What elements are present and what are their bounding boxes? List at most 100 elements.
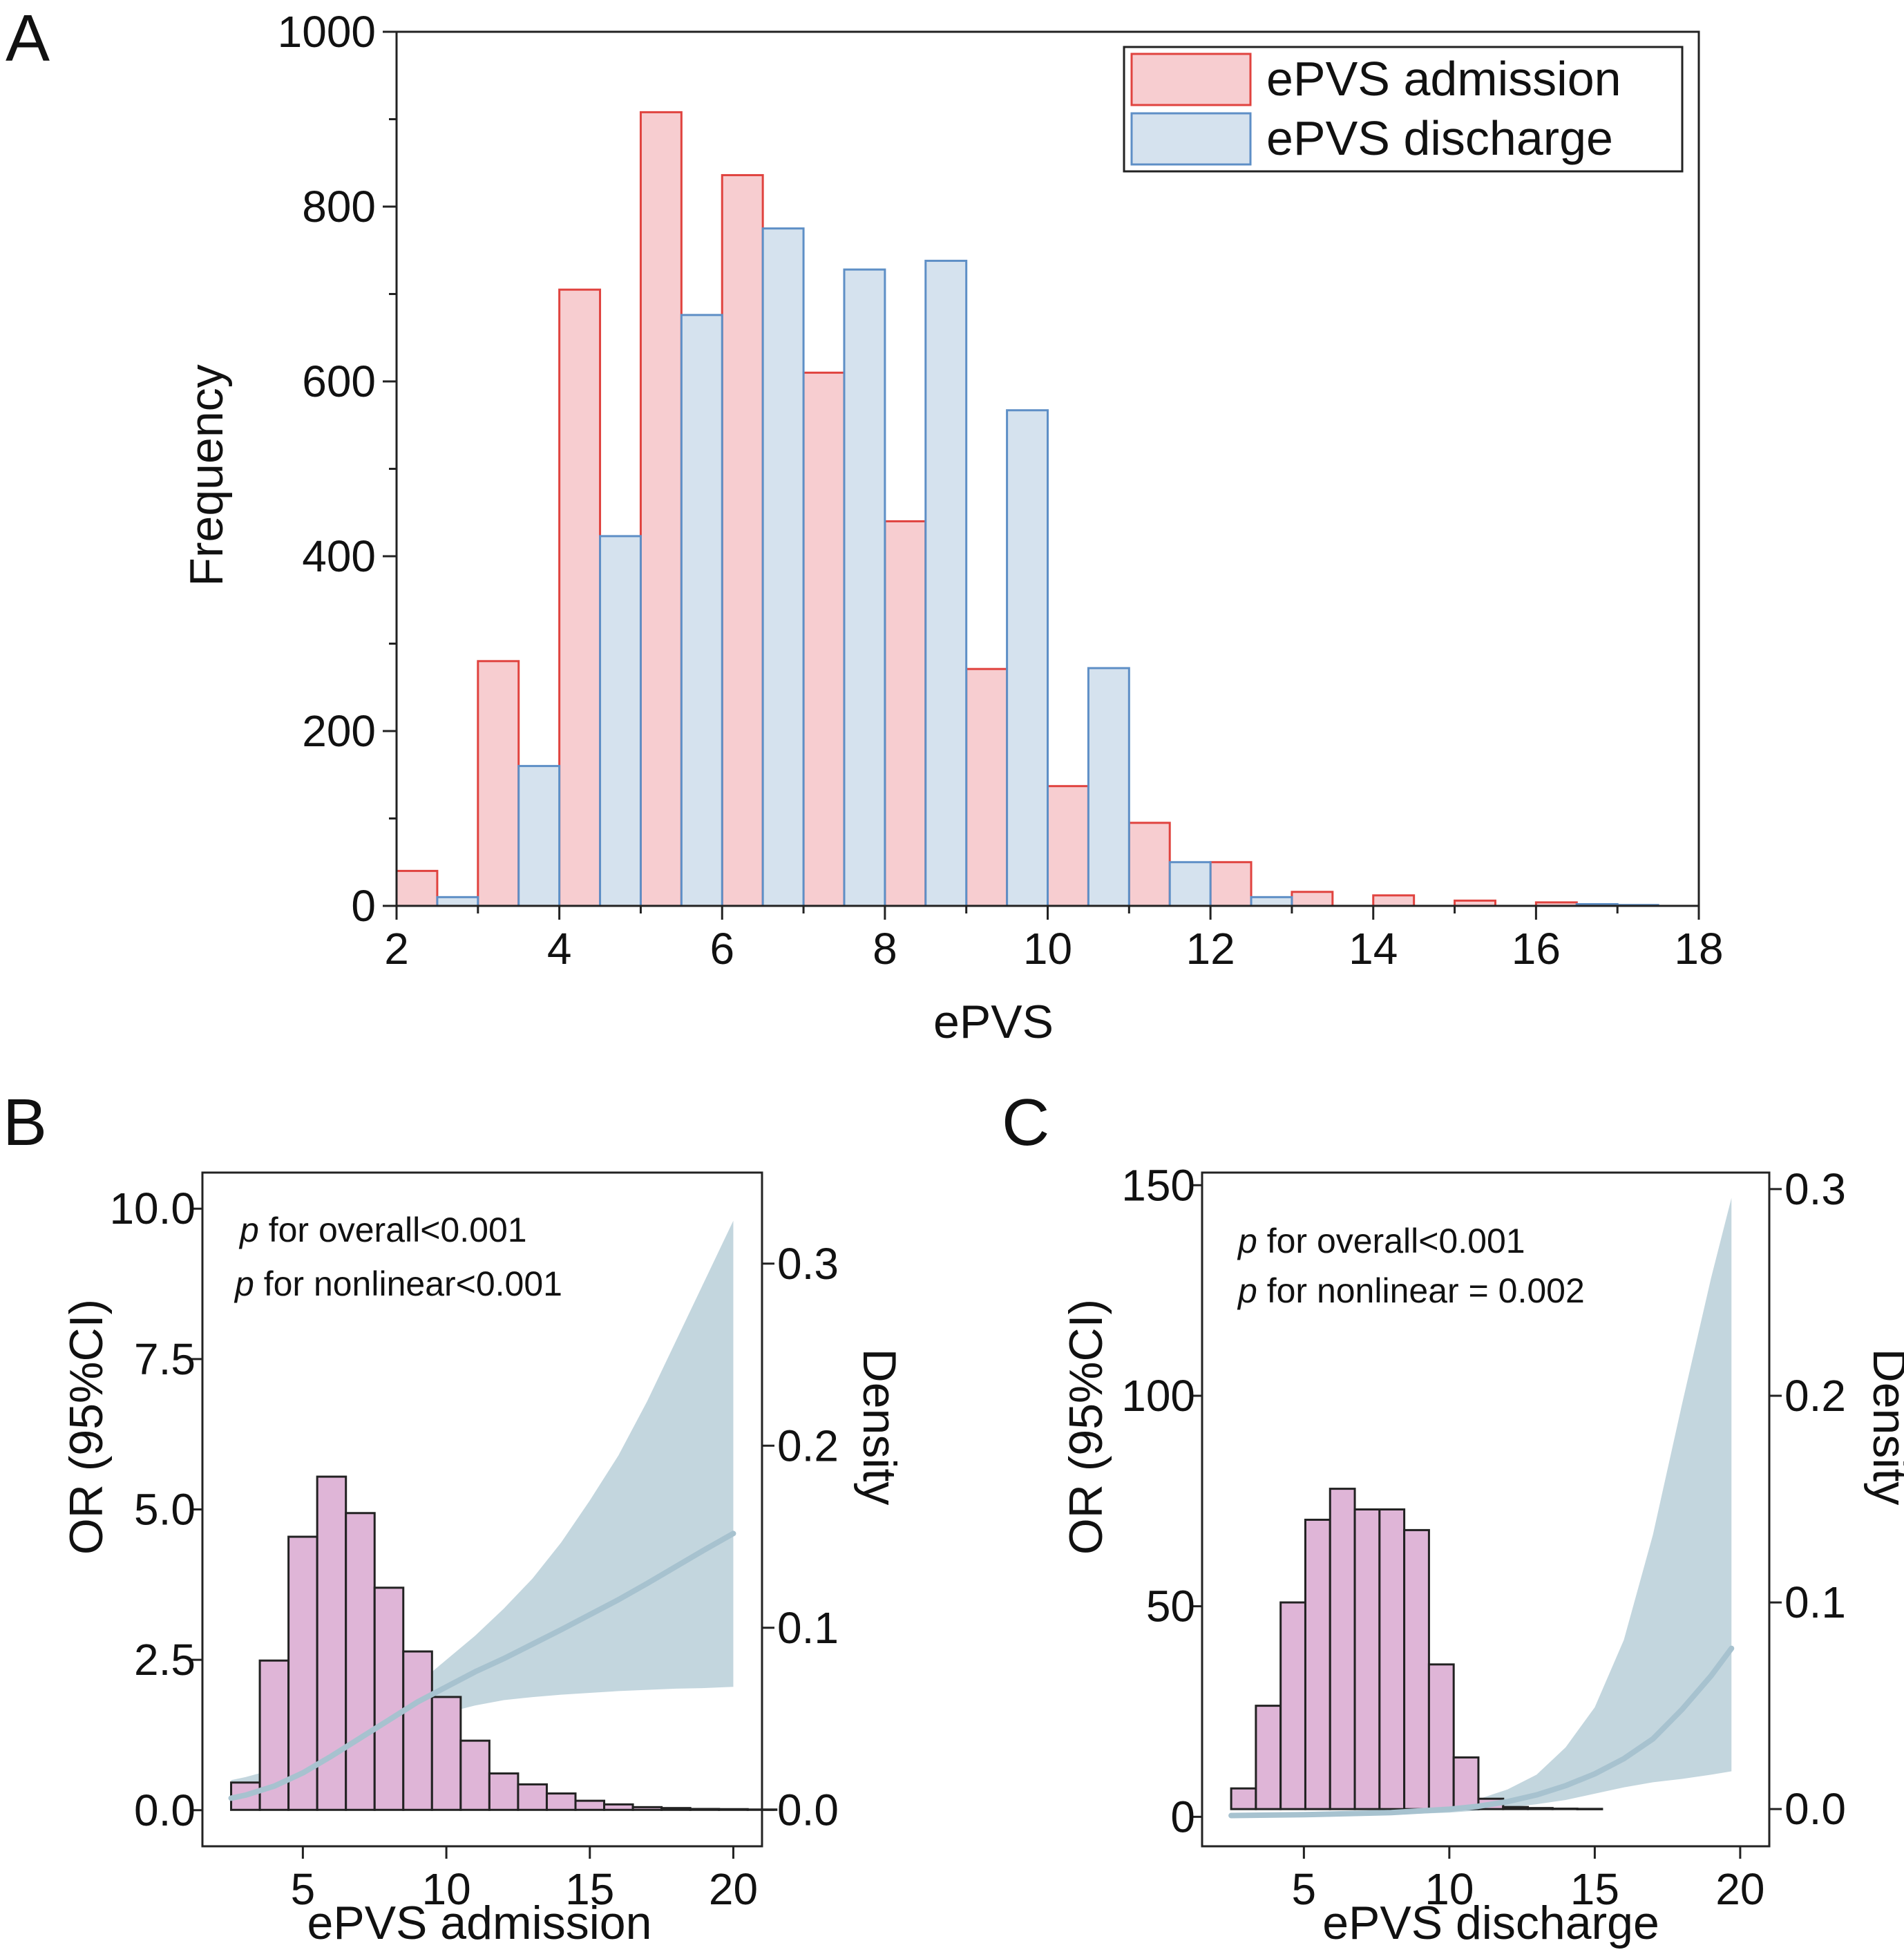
- y-tick-label-3: 600: [302, 357, 376, 406]
- panel-b-density-bar-17: [718, 1808, 749, 1811]
- panel-c-y2-tick-label-1: 0.1: [1784, 1577, 1846, 1627]
- panel-c-density-bar-3: [1304, 1518, 1331, 1810]
- panel-c-y-tick-label-0: 0: [1170, 1792, 1195, 1841]
- panel-b-density-bar-9: [488, 1772, 520, 1811]
- panel-c-density-bar-0: [1230, 1787, 1257, 1810]
- panel-b-density-bar-13: [603, 1803, 634, 1811]
- panel-c-y2label: Density: [1863, 1349, 1904, 1506]
- panel-b-y-tick-label-4: 10.0: [109, 1184, 196, 1233]
- x-tick-label-2: 6: [710, 924, 734, 974]
- panel-b-density-bar-7: [430, 1696, 462, 1811]
- bar-discharge-5: [843, 268, 886, 907]
- panel-b-x-tick-label-1: 10: [421, 1864, 470, 1914]
- panel-b-density-bar-16: [689, 1808, 721, 1811]
- bar-discharge-0: [436, 896, 479, 907]
- bar-admission-11: [1291, 891, 1334, 907]
- bar-admission-0: [395, 869, 439, 907]
- panel-b-annotation-overall: p for overall<0.001: [238, 1211, 527, 1249]
- panel-b-x-tick-label-2: 15: [565, 1864, 614, 1914]
- panel-b-y-tick-label-1: 2.5: [134, 1635, 196, 1685]
- panel-c-y2-tick-label-3: 0.3: [1784, 1164, 1846, 1214]
- x-tick-label-3: 8: [873, 924, 897, 974]
- panel-b-y2-tick-label-0: 0.0: [777, 1785, 839, 1835]
- panel-b-density-bar-8: [459, 1739, 491, 1811]
- panel-a-ylabel: Frequency: [180, 364, 233, 586]
- x-tick-label-0: 2: [384, 924, 409, 974]
- panel-c-y-tick-label-2: 100: [1121, 1371, 1195, 1421]
- annot-c2-text: for nonlinear = 0.002: [1257, 1271, 1585, 1310]
- bar-discharge-1: [517, 765, 561, 907]
- y-tick-label-4: 800: [302, 182, 376, 231]
- panel-c-density-bar-14: [1576, 1808, 1603, 1810]
- panel-b-y-tick-label-3: 7.5: [134, 1334, 196, 1384]
- bar-admission-1: [477, 660, 520, 907]
- panel-b-or-curve: [228, 1531, 736, 1801]
- panel-c-x-tick-label-1: 10: [1425, 1864, 1474, 1914]
- bar-admission-4: [721, 173, 764, 907]
- bar-discharge-6: [924, 259, 968, 907]
- bar-discharge-3: [680, 314, 723, 907]
- bar-discharge-10: [1250, 896, 1293, 907]
- panel-b-y-tick-label-0: 0.0: [134, 1785, 196, 1835]
- panel-b-annotation-nonlinear: p for nonlinear<0.001: [234, 1264, 562, 1303]
- panel-b-spline: 5 10 15 20 0.0 2.5 5.0 7.5 10.0 0.0 0.1 0.2 0.3: [109, 1171, 839, 1914]
- legend-label-discharge: ePVS discharge: [1266, 111, 1613, 165]
- panel-b-xlabel: ePVS admission: [307, 1897, 652, 1949]
- panel-c-annotation-overall: p for overall<0.001: [1237, 1222, 1525, 1260]
- panel-b-y2-tick-label-2: 0.2: [777, 1421, 839, 1470]
- panel-b-density-bar-5: [373, 1586, 405, 1811]
- bar-admission-7: [965, 667, 1009, 907]
- annot-c2-italic: p: [1237, 1271, 1257, 1310]
- panel-label-a: A: [6, 1, 50, 75]
- annot-c1-text: for overall<0.001: [1257, 1222, 1525, 1260]
- bar-discharge-7: [1006, 409, 1049, 907]
- panel-a-xlabel: ePVS: [933, 996, 1054, 1048]
- panel-label-c: C: [1002, 1086, 1049, 1159]
- panel-c-frame: [1201, 1171, 1771, 1848]
- annot-b2-italic: p: [234, 1264, 254, 1303]
- panel-c-x-tick-label-2: 15: [1570, 1864, 1619, 1914]
- y-tick-label-0: 0: [351, 881, 376, 931]
- bar-admission-9: [1127, 822, 1171, 907]
- panel-c-xlabel: ePVS discharge: [1322, 1897, 1659, 1949]
- x-tick-label-5: 12: [1186, 924, 1235, 974]
- panel-c-density-bar-7: [1403, 1528, 1430, 1810]
- x-tick-label-4: 10: [1023, 924, 1072, 974]
- bar-admission-10: [1209, 861, 1253, 907]
- x-tick-label-6: 14: [1349, 924, 1398, 974]
- panel-c-density-bar-5: [1353, 1508, 1381, 1810]
- panel-a-legend: ePVS admission ePVS discharge: [1123, 46, 1684, 173]
- panel-b-density-bar-12: [574, 1799, 606, 1811]
- annot-b2-text: for nonlinear<0.001: [254, 1264, 562, 1303]
- panel-c-y-tick-label-1: 50: [1146, 1582, 1195, 1631]
- panel-c-density-bar-12: [1527, 1807, 1554, 1810]
- panel-b-y2-tick-label-1: 0.1: [777, 1603, 839, 1653]
- panel-c-density-bar-11: [1502, 1806, 1530, 1810]
- panel-b-ylabel: OR (95%CI): [60, 1299, 113, 1555]
- panel-b-x-tick-label-0: 5: [291, 1864, 316, 1914]
- annot-b1-italic: p: [238, 1211, 259, 1249]
- bar-admission-2: [558, 288, 602, 907]
- panel-b-x-tick-label-3: 20: [709, 1864, 758, 1914]
- annot-c1-italic: p: [1237, 1222, 1257, 1260]
- panel-label-b: B: [3, 1086, 47, 1159]
- panel-c-annotation-nonlinear: p for nonlinear = 0.002: [1237, 1271, 1585, 1310]
- bar-admission-3: [639, 111, 683, 907]
- bar-admission-6: [884, 520, 927, 907]
- annot-b1-text: for overall<0.001: [259, 1211, 527, 1249]
- panel-b-ci-band: [231, 1220, 734, 1808]
- panel-c-density-bar-4: [1329, 1488, 1356, 1810]
- panel-b-y2-tick-label-3: 0.3: [777, 1239, 839, 1289]
- panel-b-density-bar-11: [545, 1792, 577, 1811]
- y-tick-label-2: 400: [302, 531, 376, 581]
- panel-c-density-bar-9: [1452, 1756, 1480, 1810]
- panel-c-density-bar-2: [1279, 1601, 1306, 1810]
- panel-c-y2-tick-label-0: 0.0: [1784, 1784, 1846, 1834]
- bar-discharge-9: [1168, 861, 1212, 907]
- legend-swatch-discharge: [1130, 112, 1252, 166]
- x-tick-label-7: 16: [1512, 924, 1561, 974]
- panel-c-spline: 5 10 15 20 0 50 100 150 0.0 0.1 0.2 0.3: [1121, 1160, 1846, 1914]
- panel-c-x-tick-label-3: 20: [1715, 1864, 1764, 1914]
- panel-c-density-bar-13: [1551, 1808, 1579, 1810]
